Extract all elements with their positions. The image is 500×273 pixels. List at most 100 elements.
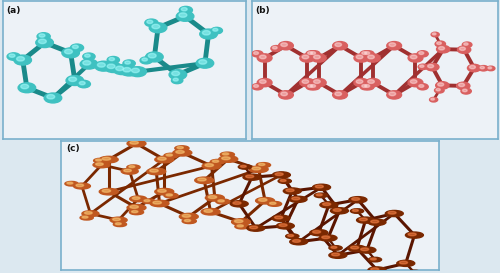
Circle shape [66,76,84,85]
Circle shape [310,85,316,87]
Circle shape [420,53,427,56]
Circle shape [360,218,368,221]
Circle shape [130,205,138,208]
Circle shape [225,158,235,162]
Circle shape [364,249,374,252]
Circle shape [116,223,121,225]
Circle shape [349,197,367,203]
Circle shape [176,11,194,21]
Circle shape [275,173,283,176]
Circle shape [107,57,120,63]
Circle shape [252,84,263,90]
Circle shape [88,213,97,216]
Circle shape [272,46,277,49]
Circle shape [360,248,368,251]
Circle shape [290,239,308,245]
Circle shape [256,86,262,89]
Circle shape [490,68,494,70]
Circle shape [42,35,48,39]
Circle shape [132,210,138,213]
Circle shape [482,67,487,70]
Circle shape [118,68,128,73]
Circle shape [120,66,138,76]
Circle shape [306,51,317,57]
Circle shape [387,91,402,99]
Circle shape [436,88,440,91]
Circle shape [201,179,211,183]
Circle shape [173,150,192,156]
Circle shape [256,163,270,167]
Circle shape [18,83,36,93]
Circle shape [410,271,416,273]
Circle shape [316,57,324,61]
Circle shape [258,78,272,87]
Circle shape [12,55,18,59]
Circle shape [352,198,360,200]
Circle shape [487,66,495,71]
Circle shape [158,189,166,192]
Circle shape [268,201,281,206]
Circle shape [142,199,155,203]
Circle shape [9,54,15,57]
Circle shape [243,174,261,180]
Circle shape [232,219,250,225]
Circle shape [130,210,143,215]
Circle shape [114,222,126,227]
Circle shape [215,29,221,33]
Circle shape [147,20,153,23]
Circle shape [360,84,371,90]
Circle shape [206,32,215,38]
Circle shape [432,99,436,101]
Circle shape [149,22,156,26]
Circle shape [168,155,176,158]
Circle shape [320,202,338,208]
Circle shape [366,53,372,56]
Circle shape [478,66,488,71]
Circle shape [202,61,211,67]
Circle shape [153,170,164,174]
Circle shape [458,83,464,87]
Circle shape [164,193,178,198]
Circle shape [310,86,316,89]
Circle shape [100,156,118,163]
Circle shape [296,241,306,244]
Circle shape [142,58,148,61]
Circle shape [74,183,90,189]
Circle shape [132,68,140,73]
Circle shape [338,93,345,98]
Circle shape [67,182,73,184]
Circle shape [104,63,122,73]
Circle shape [182,214,190,217]
Circle shape [304,81,313,86]
Circle shape [134,211,142,214]
Circle shape [434,88,444,93]
Circle shape [80,59,98,69]
Circle shape [121,168,138,174]
Circle shape [438,90,443,92]
Circle shape [370,258,376,260]
Circle shape [329,252,347,258]
Circle shape [406,232,423,238]
Circle shape [182,8,187,11]
Circle shape [84,54,90,57]
Circle shape [281,92,287,96]
Circle shape [144,59,151,63]
Circle shape [202,31,210,35]
Circle shape [148,54,156,58]
Circle shape [175,79,182,83]
Circle shape [216,199,230,204]
Circle shape [441,48,448,52]
Circle shape [397,260,414,266]
Text: (c): (c) [66,144,80,153]
Circle shape [65,182,78,186]
Circle shape [166,194,172,196]
Circle shape [270,202,276,204]
Circle shape [364,52,370,54]
Circle shape [308,85,312,87]
Circle shape [123,67,131,72]
Circle shape [332,41,347,50]
Circle shape [180,6,192,14]
Circle shape [180,213,198,220]
Circle shape [208,211,218,214]
Circle shape [364,86,370,89]
